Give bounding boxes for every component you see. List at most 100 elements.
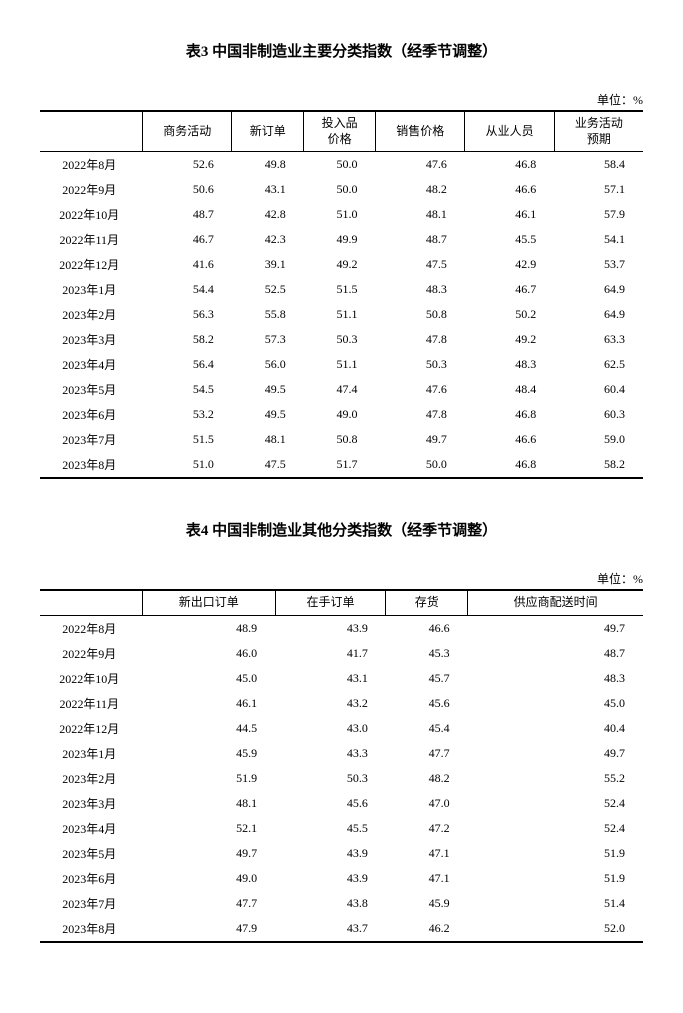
table4-row: 2022年11月46.143.245.645.0: [40, 691, 643, 716]
table3-col-2: 投入品价格: [304, 111, 376, 152]
table3-row: 2023年7月51.548.150.849.746.659.0: [40, 427, 643, 452]
table3-header-empty: [40, 111, 143, 152]
table3-cell: 47.4: [304, 377, 376, 402]
table3-cell: 46.6: [465, 427, 554, 452]
table3-row: 2023年5月54.549.547.447.648.460.4: [40, 377, 643, 402]
table3-cell: 56.3: [143, 302, 232, 327]
table4-cell: 45.7: [386, 666, 468, 691]
table3-cell: 47.8: [376, 402, 465, 427]
table3-cell: 43.1: [232, 177, 304, 202]
table3-cell: 50.2: [465, 302, 554, 327]
table3-row-label: 2023年4月: [40, 352, 143, 377]
table4-col-0: 新出口订单: [143, 590, 276, 615]
table4-cell: 46.6: [386, 615, 468, 641]
table4-row: 2023年2月51.950.348.255.2: [40, 766, 643, 791]
table3-cell: 49.9: [304, 227, 376, 252]
table4-row: 2023年5月49.743.947.151.9: [40, 841, 643, 866]
table4-cell: 40.4: [468, 716, 643, 741]
table4-cell: 51.4: [468, 891, 643, 916]
table3-cell: 50.3: [376, 352, 465, 377]
table3-cell: 54.5: [143, 377, 232, 402]
table3-cell: 64.9: [554, 302, 643, 327]
table4-cell: 47.9: [143, 916, 276, 942]
table4-cell: 43.3: [275, 741, 386, 766]
table3-cell: 49.0: [304, 402, 376, 427]
table3-cell: 54.1: [554, 227, 643, 252]
table3-cell: 52.5: [232, 277, 304, 302]
table3-cell: 58.4: [554, 152, 643, 178]
table4-cell: 43.7: [275, 916, 386, 942]
table3-cell: 47.8: [376, 327, 465, 352]
table3-col-3: 销售价格: [376, 111, 465, 152]
table3-cell: 60.3: [554, 402, 643, 427]
table4-row: 2023年3月48.145.647.052.4: [40, 791, 643, 816]
table3-cell: 50.6: [143, 177, 232, 202]
table4-cell: 52.4: [468, 791, 643, 816]
table4-row-label: 2023年6月: [40, 866, 143, 891]
table4-row-label: 2022年10月: [40, 666, 143, 691]
table4-cell: 45.0: [143, 666, 276, 691]
table3-cell: 51.1: [304, 302, 376, 327]
table4-cell: 49.7: [468, 741, 643, 766]
table4-cell: 45.0: [468, 691, 643, 716]
table4-row: 2023年1月45.943.347.749.7: [40, 741, 643, 766]
table3-cell: 58.2: [554, 452, 643, 478]
table4-cell: 49.7: [468, 615, 643, 641]
table3-cell: 46.8: [465, 152, 554, 178]
table3-row-label: 2023年7月: [40, 427, 143, 452]
table4-cell: 47.7: [386, 741, 468, 766]
table4-cell: 49.0: [143, 866, 276, 891]
table3-cell: 56.4: [143, 352, 232, 377]
table3-col-1: 新订单: [232, 111, 304, 152]
table3-cell: 46.7: [465, 277, 554, 302]
table4-cell: 43.1: [275, 666, 386, 691]
table3-cell: 49.5: [232, 377, 304, 402]
table4-cell: 52.4: [468, 816, 643, 841]
table3-cell: 51.5: [143, 427, 232, 452]
table3-row: 2023年2月56.355.851.150.850.264.9: [40, 302, 643, 327]
table3-row: 2022年10月48.742.851.048.146.157.9: [40, 202, 643, 227]
table4-cell: 46.0: [143, 641, 276, 666]
table3-cell: 57.1: [554, 177, 643, 202]
table4-header-empty: [40, 590, 143, 615]
table3-cell: 41.6: [143, 252, 232, 277]
table4-cell: 47.0: [386, 791, 468, 816]
table3-cell: 51.5: [304, 277, 376, 302]
table3-row-label: 2023年8月: [40, 452, 143, 478]
table3-row-label: 2022年8月: [40, 152, 143, 178]
table3-cell: 48.4: [465, 377, 554, 402]
table4-row-label: 2022年11月: [40, 691, 143, 716]
table4-cell: 50.3: [275, 766, 386, 791]
table4-cell: 47.1: [386, 866, 468, 891]
table4-cell: 45.6: [386, 691, 468, 716]
table4-row: 2023年8月47.943.746.252.0: [40, 916, 643, 942]
table3-cell: 50.8: [304, 427, 376, 452]
table3-cell: 50.8: [376, 302, 465, 327]
table3-row: 2023年4月56.456.051.150.348.362.5: [40, 352, 643, 377]
table4-cell: 46.1: [143, 691, 276, 716]
table3-cell: 62.5: [554, 352, 643, 377]
table3-row-label: 2022年10月: [40, 202, 143, 227]
table4-cell: 48.3: [468, 666, 643, 691]
table3-cell: 55.8: [232, 302, 304, 327]
table3-cell: 46.7: [143, 227, 232, 252]
table4-cell: 48.7: [468, 641, 643, 666]
table3-cell: 48.2: [376, 177, 465, 202]
table3-cell: 47.5: [376, 252, 465, 277]
table4-cell: 46.2: [386, 916, 468, 942]
table3-cell: 50.0: [304, 177, 376, 202]
table4-row-label: 2023年4月: [40, 816, 143, 841]
table4-row: 2023年7月47.743.845.951.4: [40, 891, 643, 916]
table3-cell: 48.1: [232, 427, 304, 452]
table3-cell: 60.4: [554, 377, 643, 402]
table3-cell: 54.4: [143, 277, 232, 302]
table4-cell: 47.1: [386, 841, 468, 866]
table3-row-label: 2022年9月: [40, 177, 143, 202]
table3-cell: 64.9: [554, 277, 643, 302]
table3-cell: 48.7: [143, 202, 232, 227]
table4-row-label: 2023年7月: [40, 891, 143, 916]
table4-cell: 43.9: [275, 841, 386, 866]
table4-row: 2022年8月48.943.946.649.7: [40, 615, 643, 641]
table3-cell: 42.9: [465, 252, 554, 277]
table4: 新出口订单在手订单存货供应商配送时间 2022年8月48.943.946.649…: [40, 589, 643, 943]
